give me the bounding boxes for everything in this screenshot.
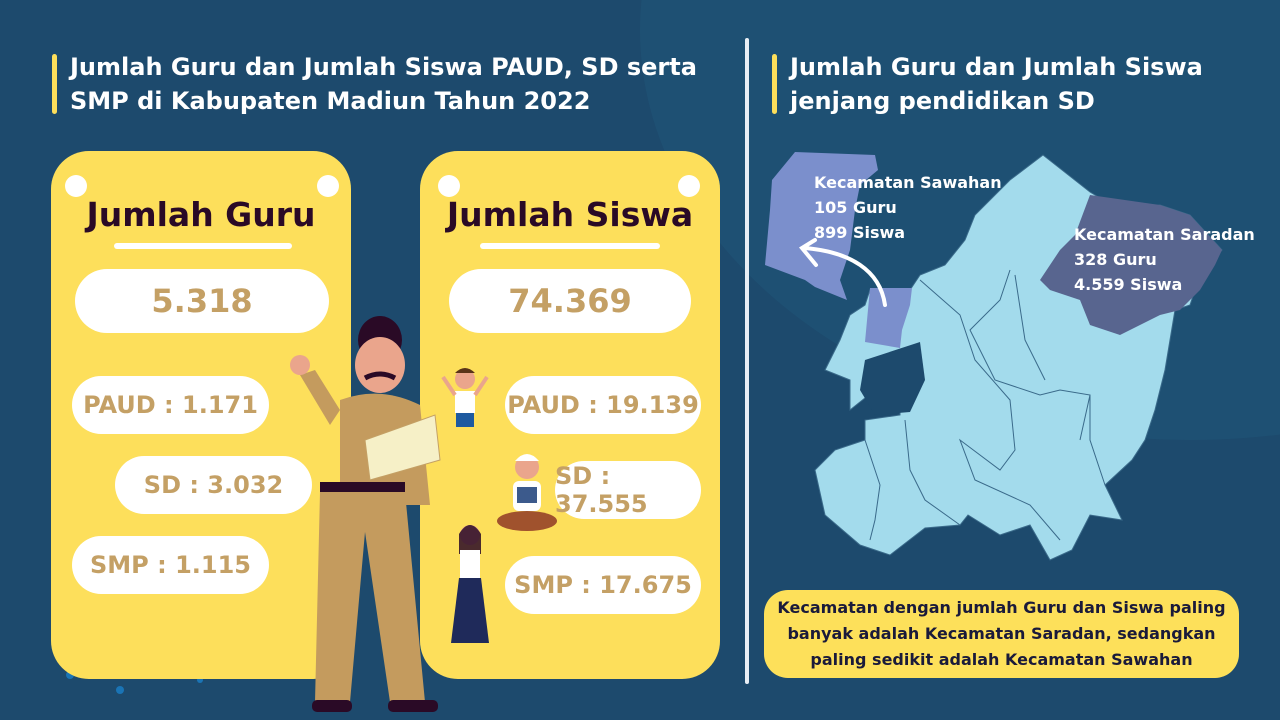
conclusion-callout: Kecamatan dengan jumlah Guru dan Siswa p… xyxy=(764,590,1239,678)
arrow-icon xyxy=(798,238,887,307)
kabupaten-madiun-map xyxy=(765,152,1223,561)
saradan-guru: 328 Guru xyxy=(1074,250,1157,269)
card-hole xyxy=(65,175,87,197)
map-region-saradan xyxy=(1040,195,1222,335)
student-boy-icon xyxy=(441,368,489,427)
guru-total: 5.318 xyxy=(75,269,329,333)
map-region-sawahan-part xyxy=(865,288,912,348)
map-region-sawahan xyxy=(765,152,878,300)
right-title: Jumlah Guru dan Jumlah Siswa jenjang pen… xyxy=(772,50,1212,118)
title-underline xyxy=(480,243,660,249)
card-hole xyxy=(317,175,339,197)
siswa-card: Jumlah Siswa 74.369 PAUD : 19.139 SD : 3… xyxy=(420,151,720,679)
sawahan-guru: 105 Guru xyxy=(814,198,897,217)
district-borders xyxy=(864,269,1106,541)
card-hole xyxy=(678,175,700,197)
siswa-smp: SMP : 17.675 xyxy=(505,556,701,614)
student-girl-icon xyxy=(451,525,489,643)
siswa-paud: PAUD : 19.139 xyxy=(505,376,701,434)
siswa-sd: SD : 37.555 xyxy=(555,461,701,519)
guru-smp: SMP : 1.115 xyxy=(72,536,269,594)
saradan-name: Kecamatan Saradan xyxy=(1074,225,1255,244)
left-title: Jumlah Guru dan Jumlah Siswa PAUD, SD se… xyxy=(52,50,702,118)
siswa-total: 74.369 xyxy=(449,269,691,333)
map-hole xyxy=(860,342,925,415)
teacher-illustration xyxy=(290,316,441,712)
saradan-siswa: 4.559 Siswa xyxy=(1074,275,1183,294)
guru-paud: PAUD : 1.171 xyxy=(72,376,269,434)
saradan-label: Kecamatan Saradan 328 Guru 4.559 Siswa xyxy=(1074,222,1255,297)
guru-card: Jumlah Guru 5.318 PAUD : 1.171 SD : 3.03… xyxy=(51,151,351,679)
student-reading-icon xyxy=(497,454,557,531)
guru-sd: SD : 3.032 xyxy=(115,456,312,514)
siswa-title: Jumlah Siswa xyxy=(446,195,694,234)
sawahan-siswa: 899 Siswa xyxy=(814,223,906,242)
guru-title: Jumlah Guru xyxy=(86,195,316,234)
card-hole xyxy=(438,175,460,197)
sawahan-name: Kecamatan Sawahan xyxy=(814,173,1002,192)
title-underline xyxy=(114,243,292,249)
sawahan-label: Kecamatan Sawahan 105 Guru 899 Siswa xyxy=(814,170,1002,245)
divider xyxy=(745,38,749,684)
